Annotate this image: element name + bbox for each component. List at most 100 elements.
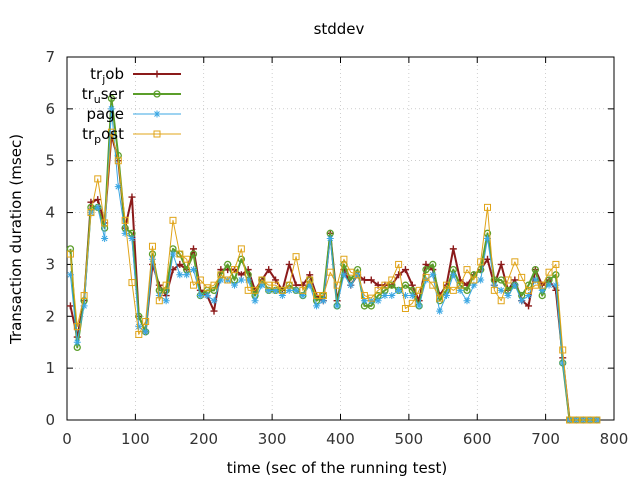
data-point — [107, 94, 116, 103]
data-point — [285, 260, 293, 268]
data-point — [429, 281, 437, 289]
data-point — [401, 305, 409, 313]
data-point — [374, 286, 382, 294]
data-point — [272, 281, 280, 289]
series-trpost — [66, 128, 601, 424]
data-point — [511, 258, 519, 266]
data-point — [155, 297, 163, 305]
data-point — [94, 175, 102, 183]
data-point — [429, 271, 437, 279]
data-point — [224, 260, 232, 269]
data-point — [313, 302, 321, 310]
data-point — [477, 276, 485, 284]
data-point — [292, 253, 300, 261]
data-point — [121, 229, 129, 237]
data-point — [504, 276, 512, 284]
data-point — [449, 286, 457, 294]
data-point — [497, 286, 505, 294]
data-point — [511, 281, 519, 289]
legend-item: truser — [82, 85, 181, 106]
data-point — [401, 281, 410, 289]
data-point — [463, 297, 471, 305]
data-point — [183, 255, 191, 263]
data-point — [484, 255, 492, 263]
data-point — [80, 302, 88, 310]
data-point — [224, 276, 232, 284]
data-point — [463, 286, 471, 295]
data-point — [292, 286, 300, 294]
x-axis: 0 100 200 300 400 500 600 700 800 — [62, 57, 628, 448]
data-point — [217, 276, 225, 284]
data-point — [388, 281, 396, 289]
data-point — [422, 273, 430, 281]
data-point — [128, 235, 136, 242]
data-point — [449, 245, 457, 253]
data-point — [203, 292, 211, 300]
y-tick-label: 3 — [45, 255, 55, 273]
data-point — [484, 235, 492, 242]
data-point — [395, 286, 403, 294]
x-tick-label: 600 — [463, 430, 492, 448]
data-point — [244, 286, 252, 294]
data-point — [497, 276, 505, 284]
legend-label: trpost — [82, 125, 124, 146]
data-point — [176, 271, 184, 279]
data-point — [142, 317, 150, 325]
data-point — [484, 203, 492, 211]
x-tick-label: 200 — [189, 430, 218, 448]
data-point — [66, 245, 75, 253]
data-point — [162, 297, 170, 305]
data-point — [306, 276, 314, 284]
data-point — [306, 281, 314, 289]
data-point — [94, 203, 102, 211]
data-point — [231, 266, 239, 274]
data-point — [518, 297, 526, 305]
data-point — [552, 281, 560, 289]
data-point — [319, 297, 327, 305]
data-point — [538, 281, 546, 289]
legend-marker — [153, 70, 161, 78]
legend-label: trjob — [90, 65, 124, 86]
data-point — [326, 268, 334, 276]
x-tick-label: 800 — [600, 430, 629, 448]
data-point — [408, 292, 416, 300]
data-point — [415, 302, 423, 310]
data-point — [162, 286, 170, 295]
x-tick-label: 300 — [258, 430, 287, 448]
data-point — [285, 286, 293, 294]
data-point — [333, 302, 341, 310]
data-point — [319, 292, 327, 300]
data-point — [442, 281, 450, 289]
data-point — [470, 276, 478, 284]
data-point — [552, 271, 560, 279]
data-point — [114, 157, 122, 165]
data-point — [593, 416, 601, 424]
data-point — [490, 286, 498, 294]
data-point — [203, 284, 211, 292]
data-point — [388, 292, 396, 300]
x-tick-label: 400 — [326, 430, 355, 448]
data-point — [135, 323, 143, 331]
data-point — [408, 299, 416, 307]
data-point — [278, 292, 286, 300]
data-point — [66, 271, 74, 279]
data-point — [395, 260, 403, 268]
data-point — [87, 209, 95, 217]
data-point — [66, 302, 74, 310]
data-point — [497, 297, 505, 305]
data-point — [107, 128, 115, 136]
y-tick-label: 0 — [45, 411, 55, 429]
data-point — [265, 286, 273, 294]
data-point — [155, 292, 163, 300]
data-point — [265, 266, 273, 274]
data-point — [531, 276, 539, 284]
data-point — [525, 286, 533, 294]
data-point — [531, 265, 540, 274]
x-tick-label: 100 — [121, 430, 150, 448]
data-point — [456, 281, 464, 289]
data-point — [183, 271, 191, 279]
data-point — [463, 266, 471, 274]
data-point — [237, 276, 245, 284]
data-point — [333, 281, 341, 289]
